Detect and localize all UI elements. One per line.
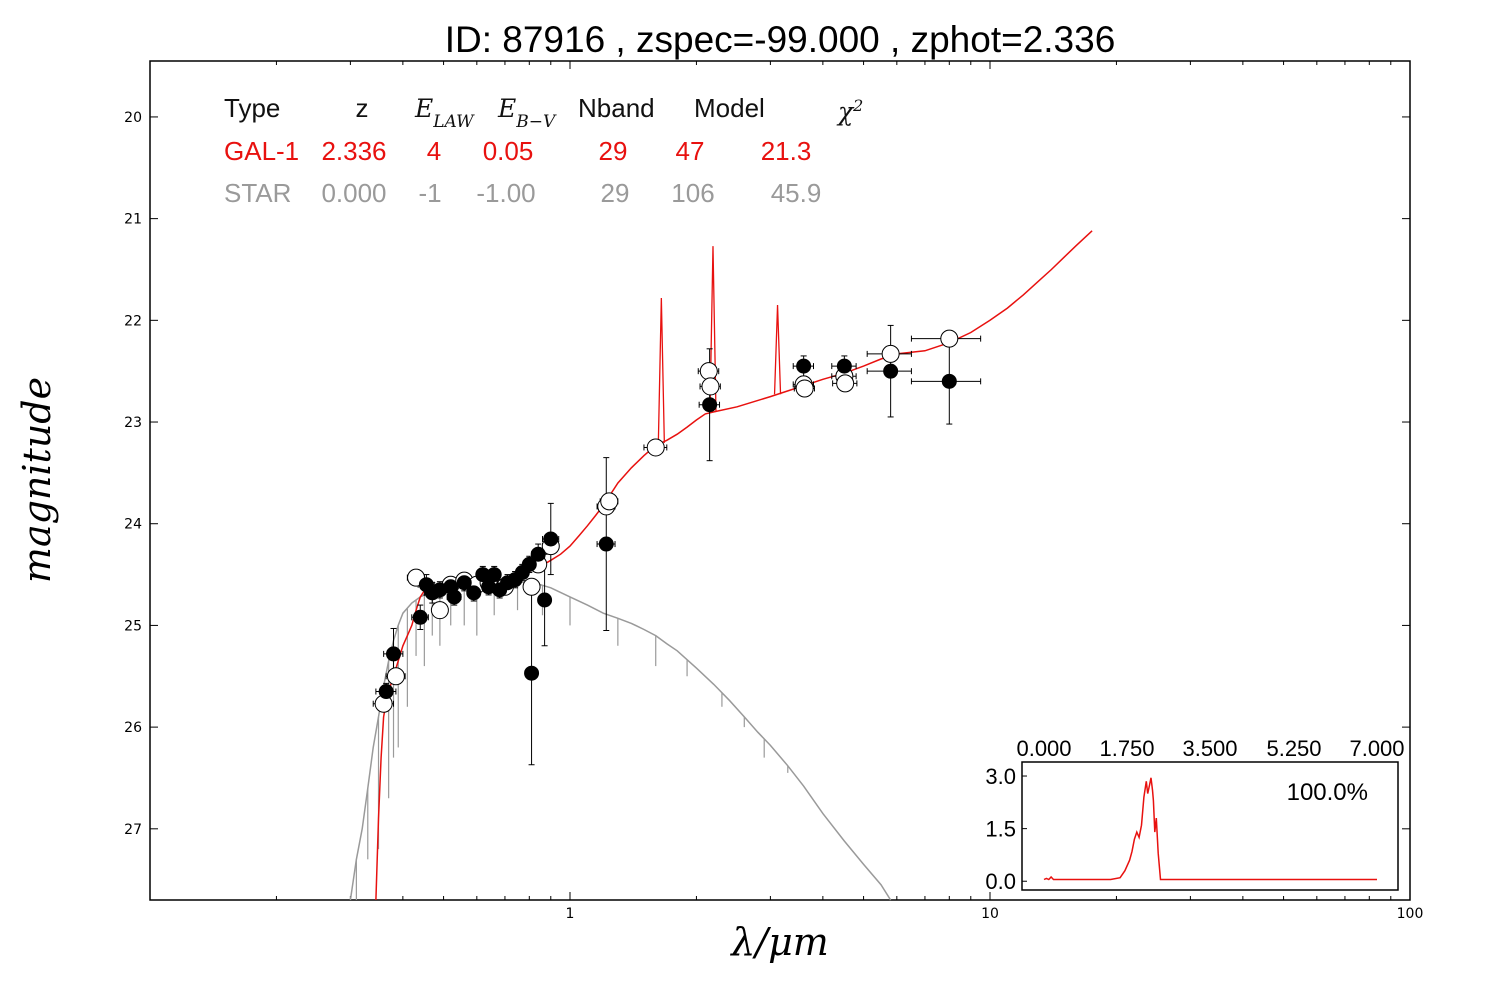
observed-flux-point (386, 646, 402, 662)
observed-flux-point (883, 363, 899, 379)
axis-ticks: 20 21 22 23 24 25 26 27 1 10 100 (124, 61, 1423, 922)
y-tick-label: 22 (124, 313, 142, 329)
header-chi2: χ2 (836, 96, 863, 127)
model-flux-point (836, 374, 855, 393)
y-tick-label: 24 (124, 517, 142, 533)
x-axis-label: λ/μm (729, 920, 829, 964)
inset-y-tick-label: 0.0 (985, 869, 1016, 894)
model-flux-point (701, 377, 720, 396)
x-tick-label: 1 (566, 906, 575, 922)
y-tick-label: 25 (124, 618, 142, 634)
observed-flux-point (412, 609, 428, 625)
model-flux-point (430, 601, 449, 620)
pdz-inset: 0.000 1.750 3.500 5.250 7.000 0.0 1.5 3.0 100.0… (985, 736, 1404, 894)
plot-frame (149, 60, 1411, 901)
row-model: 106 (671, 178, 714, 208)
row-nband: 29 (601, 178, 630, 208)
error-bars (372, 324, 982, 766)
row-chi2: 45.9 (771, 178, 822, 208)
galaxy-emission-line (709, 246, 717, 413)
row-elaw: -1 (418, 178, 441, 208)
x-tick-label: 10 (981, 906, 999, 922)
inset-pdz-line (1043, 777, 1377, 881)
galaxy-emission-line (773, 305, 782, 395)
observed-flux-point (524, 665, 540, 681)
y-tick-label: 21 (124, 212, 142, 228)
inset-annotation: 100.0% (1287, 779, 1368, 806)
x-tick-label: 100 (1397, 906, 1424, 922)
row-chi2: 21.3 (761, 136, 812, 166)
header-z: z (356, 93, 369, 123)
row-z: 2.336 (321, 136, 386, 166)
row-ebv: -1.00 (476, 178, 535, 208)
model-flux-point (600, 492, 619, 511)
header-model: Model (694, 93, 765, 123)
inset-y-tick-label: 1.5 (985, 817, 1016, 842)
header-ebv: EB−V (497, 94, 557, 132)
y-tick-label: 20 (124, 110, 142, 126)
y-tick-label: 27 (124, 822, 142, 838)
fit-row-star: STAR 0.000 -1 -1.00 29 106 45.9 (224, 178, 821, 208)
header-nband: Nband (578, 93, 655, 123)
model-flux-point (881, 344, 900, 363)
row-type: GAL-1 (224, 136, 299, 166)
observed-flux-point (598, 536, 614, 552)
star-model-line (349, 580, 892, 901)
observed-flux-point (537, 592, 553, 608)
chart-title: ID: 87916 , zspec=-99.000 , zphot=2.336 (445, 19, 1116, 60)
galaxy-emission-line (657, 297, 665, 443)
observed-flux-point (941, 373, 957, 389)
model-flux-point (386, 667, 405, 686)
observed-flux-point (456, 575, 472, 591)
star-model-spectrum (349, 580, 892, 901)
inset-x-tick-label: 3.500 (1182, 736, 1237, 761)
y-tick-label: 23 (124, 415, 142, 431)
observed-flux-point (378, 684, 394, 700)
row-ebv: 0.05 (483, 136, 534, 166)
model-flux-point (795, 379, 814, 398)
observed-flux-point (702, 397, 718, 413)
header-type: Type (224, 93, 280, 123)
observed-flux-point (486, 567, 502, 583)
fit-table: Type z ELAW EB−V Nband Model χ2 GAL-1 2.… (224, 93, 863, 208)
galaxy-model-spectrum (375, 230, 1093, 901)
header-elaw: ELAW (414, 94, 475, 132)
observed-flux-point (530, 546, 546, 562)
inset-x-tick-label: 5.250 (1266, 736, 1321, 761)
row-type: STAR (224, 178, 291, 208)
row-z: 0.000 (321, 178, 386, 208)
inset-x-tick-label: 7.000 (1349, 736, 1404, 761)
observed-flux-point (836, 358, 852, 374)
y-axis-label: magnitude (15, 377, 59, 583)
model-flux-point (940, 329, 959, 348)
model-flux-point (699, 362, 718, 381)
photometry-points (374, 329, 959, 713)
row-nband: 29 (599, 136, 628, 166)
observed-flux-point (466, 585, 482, 601)
inset-frame (1021, 761, 1399, 891)
inset-ticks: 0.000 1.750 3.500 5.250 7.000 0.0 1.5 3.0 (985, 736, 1404, 894)
inset-x-tick-label: 0.000 (1016, 736, 1071, 761)
inset-y-tick-label: 3.0 (985, 764, 1016, 789)
y-tick-label: 26 (124, 720, 142, 736)
row-model: 47 (676, 136, 705, 166)
observed-flux-point (521, 556, 537, 572)
galaxy-model-line (375, 230, 1093, 901)
fit-row-galaxy: GAL-1 2.336 4 0.05 29 47 21.3 (224, 136, 811, 166)
model-flux-point (522, 577, 541, 596)
observed-flux-point (796, 358, 812, 374)
row-elaw: 4 (427, 136, 441, 166)
model-flux-point (646, 438, 665, 457)
observed-flux-point (446, 589, 462, 605)
observed-flux-point (543, 531, 559, 547)
inset-x-tick-label: 1.750 (1099, 736, 1154, 761)
